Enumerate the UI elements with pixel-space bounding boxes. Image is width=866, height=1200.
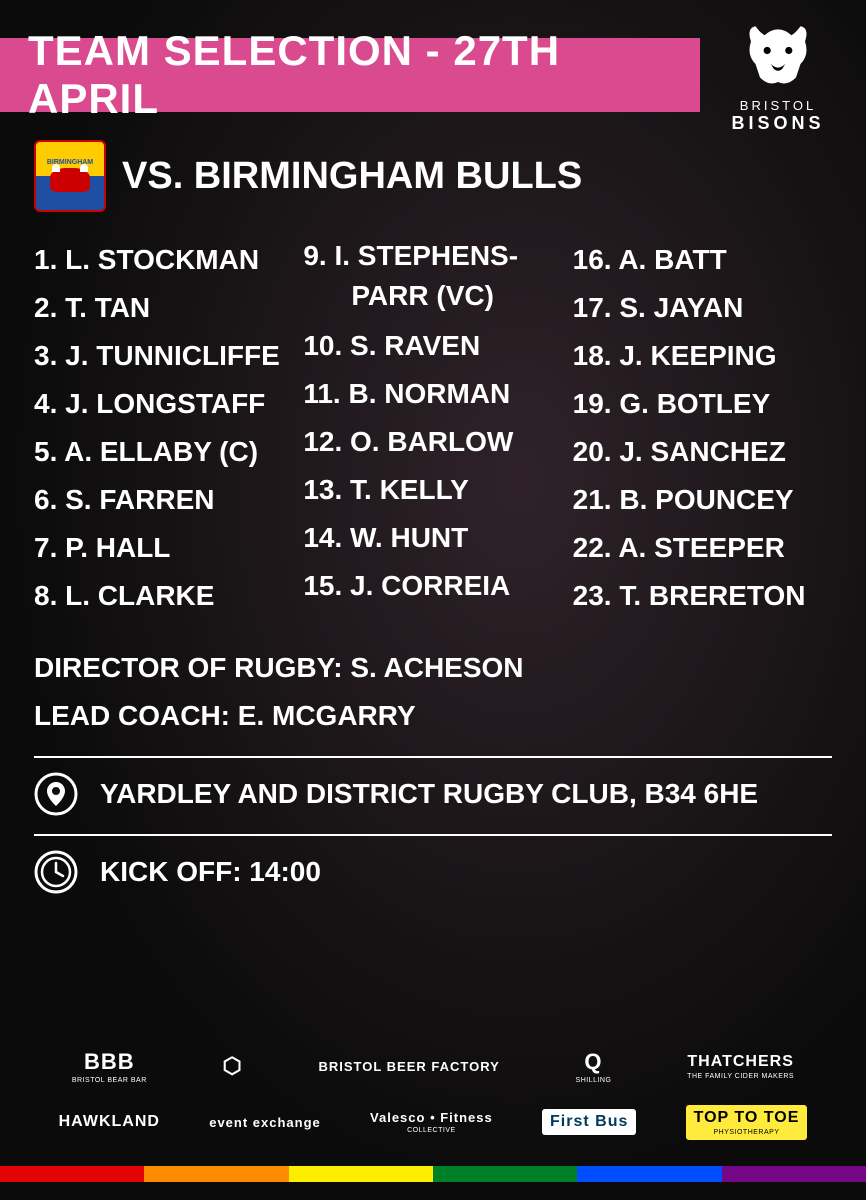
player-row: 10. S. Raven [303,322,562,370]
sponsor-logo: First Bus [542,1109,636,1135]
bull-icon [50,168,90,192]
roster-col-1: 1. L. Stockman2. T. Tan3. J. Tunnicliffe… [34,236,293,620]
player-row: 13. T. Kelly [303,466,562,514]
sponsor-row-1: BBBBRISTOL BEAR BAR ⬡ BRISTOL BEER FACTORY… [34,1038,832,1094]
rainbow-segment [722,1166,866,1182]
venue-text: Yardley and District Rugby Club, B34 6HE [100,778,758,810]
player-row: 20. J. Sanchez [573,428,832,476]
player-row: 23. T. Brereton [573,572,832,620]
club-name-bottom: BISONS [731,113,824,134]
player-row: 11. B. Norman [303,370,562,418]
player-row: 5. A. Ellaby (C) [34,428,293,476]
sponsors-area: BBBBRISTOL BEAR BAR ⬡ BRISTOL BEER FACTORY… [34,1038,832,1150]
player-row: 3. J. Tunnicliffe [34,332,293,380]
opponent-text: vs. Birmingham Bulls [122,155,582,198]
bison-icon [733,10,823,100]
opponent-badge: BIRMINGHAM [34,140,106,212]
player-row: 4. J. Longstaff [34,380,293,428]
director-label: Director of Rugby: [34,652,343,683]
divider-top [34,756,832,758]
player-row: 15. J. Correia [303,562,562,610]
player-row: 8. L. Clarke [34,572,293,620]
sponsor-logo: Valesco • FitnessCOLLECTIVE [370,1110,493,1134]
roster-grid: 1. L. Stockman2. T. Tan3. J. Tunnicliffe… [34,236,832,620]
coach-line: Lead Coach: E. McGarry [34,694,832,738]
location-icon [34,772,78,816]
coach-name: E. McGarry [238,700,416,731]
rainbow-segment [144,1166,288,1182]
rainbow-segment [289,1166,433,1182]
player-row: 21. B. Pouncey [573,476,832,524]
sponsor-logo: HAWKLAND [59,1113,160,1131]
sponsor-logo: THATCHERSTHE FAMILY CIDER MAKERS [687,1053,794,1080]
player-row: 2. T. Tan [34,284,293,332]
content-area: BIRMINGHAM vs. Birmingham Bulls 1. L. St… [34,140,832,894]
club-logo: BRISTOL BISONS [718,10,838,150]
player-row: 6. S. Farren [34,476,293,524]
player-row: 17. S. Jayan [573,284,832,332]
sponsor-logo: QSHILLING [576,1049,612,1084]
player-row: 9. I. Stephens-Parr (VC) [303,236,562,322]
player-row: 16. A. Batt [573,236,832,284]
player-row: 19. G. Botley [573,380,832,428]
rainbow-segment [0,1166,144,1182]
header-title: Team Selection - 27th April [28,27,700,123]
club-name-top: BRISTOL [740,98,816,113]
clock-icon [34,850,78,894]
sponsor-logo: BBBBRISTOL BEAR BAR [72,1049,147,1084]
player-row: 22. A. Steeper [573,524,832,572]
header-bar: Team Selection - 27th April [0,38,700,112]
divider-bottom [34,834,832,836]
kickoff-row: Kick off: 14:00 [34,850,832,894]
player-row: 12. O. Barlow [303,418,562,466]
player-row: 18. J. Keeping [573,332,832,380]
player-row: 1. L. Stockman [34,236,293,284]
roster-col-2: 9. I. Stephens-Parr (VC)10. S. Raven11. … [303,236,562,620]
director-name: S. Acheson [350,652,523,683]
sponsor-logo: BRISTOL BEER FACTORY [318,1059,499,1074]
player-row: 14. W. Hunt [303,514,562,562]
sponsor-logo: event exchange [209,1115,321,1130]
sponsor-logo: ⬡ [223,1053,243,1079]
rainbow-segment [433,1166,577,1182]
coach-label: Lead Coach: [34,700,230,731]
kickoff-text: Kick off: 14:00 [100,856,321,888]
rainbow-stripe [0,1166,866,1182]
director-line: Director of Rugby: S. Acheson [34,646,832,690]
venue-row: Yardley and District Rugby Club, B34 6HE [34,772,832,816]
sponsor-logo: TOP TO TOEPHYSIOTHERAPY [686,1105,808,1140]
sponsor-row-2: HAWKLAND event exchange Valesco • FitnessC… [34,1094,832,1150]
rainbow-segment [577,1166,721,1182]
player-row: 7. P. Hall [34,524,293,572]
opponent-row: BIRMINGHAM vs. Birmingham Bulls [34,140,832,212]
roster-col-3: 16. A. Batt17. S. Jayan18. J. Keeping19.… [573,236,832,620]
